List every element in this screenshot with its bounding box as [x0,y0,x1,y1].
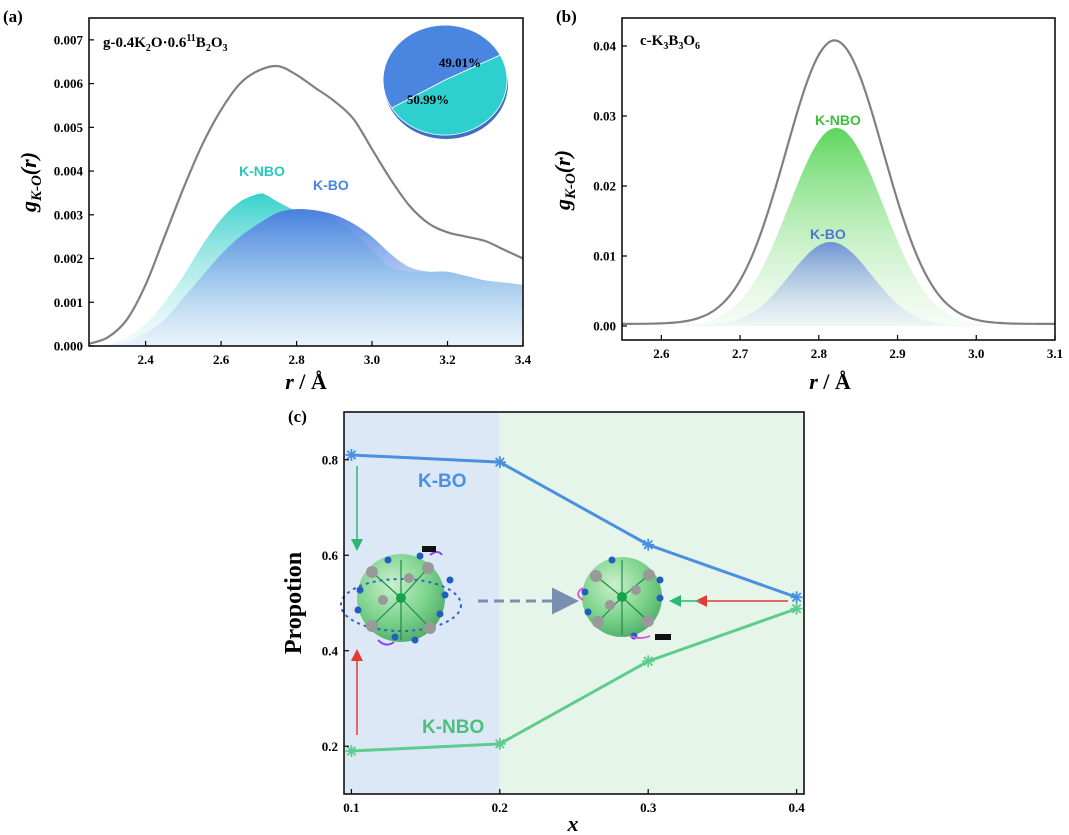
panel-c-label: (c) [288,407,307,426]
cluster-illustration-left [340,546,462,646]
y-tick-label: 0.004 [54,164,84,179]
x-tick-label: 3.2 [439,352,455,367]
panel-b-title: c-K3B3O6 [640,33,700,52]
series-k-nbo-marker [642,655,655,668]
x-tick-label: 2.6 [653,346,670,361]
series-k-bo-marker [345,448,358,461]
panel-b-nbo-label: K-NBO [815,112,861,128]
series-total-line [88,64,524,345]
y-tick-label: 0.4 [322,643,339,658]
panel-a-frame [88,17,524,347]
y-tick-label: 0.6 [322,548,339,563]
y-tick-label: 0.2 [322,739,338,754]
y-tick-label: 0.005 [54,120,84,135]
panel-a-label: (a) [3,7,23,26]
series-k-bo-marker [790,591,803,604]
pie-slice-label: 49.01% [439,55,481,70]
y-tick-label: 0.001 [54,295,83,310]
x-tick-label: 2.8 [811,346,828,361]
x-tick-label: 2.6 [213,352,230,367]
panel-b-xlabel: r / Å [809,369,851,394]
x-tick-label: 3.1 [1047,346,1063,361]
pie-slice [382,24,501,109]
panel-b: (b) 2.6 2.7 2.8 2.9 3.0 3.1 0.00 0.01 0.02 0.03 0.… [550,7,1063,394]
panel-b-label: (b) [556,7,577,26]
y-tick-label: 0.000 [54,339,83,354]
panel-b-frame [621,17,1056,341]
series-k-nbo-marker [790,602,803,615]
x-tick-label: 0.4 [788,800,805,815]
series-k-bo-marker [493,456,506,469]
series-k-nbo-line [351,607,798,753]
y-tick-label: 0.8 [322,452,339,467]
series-total-line [621,39,1055,326]
x-tick-label: 3.4 [515,352,532,367]
panel-a: (a) 2.4 2.6 2.8 3.0 3.2 3.4 0.000 0.001 0.002 0.0… [3,7,532,394]
x-tick-label: 2.7 [732,346,749,361]
panel-c-xlabel: x [567,811,579,835]
panel-c-frame [343,411,805,795]
panel-a-xlabel: r / Å [285,369,327,394]
y-tick-label: 0.01 [593,249,616,264]
panel-c-bo-label: K-BO [418,471,467,492]
x-tick-label: 3.0 [968,346,984,361]
x-tick-label: 0.2 [492,800,508,815]
panel-c: (c) [281,407,805,835]
panel-a-bo-label: K-BO [313,177,349,193]
panel-c-nbo-label: K-NBO [422,717,484,738]
x-tick-label: 2.9 [889,346,906,361]
series-k-bo-line [351,453,798,599]
y-tick-label: 0.00 [593,319,616,334]
x-tick-label: 0.3 [640,800,657,815]
panel-a-title: g-0.4K2O·0.611B2O3 [103,33,227,54]
pie-slice-label: 50.99% [407,92,449,107]
y-tick-label: 0.006 [54,76,84,91]
y-tick-label: 0.007 [54,32,84,47]
series-k-nbo-area [670,127,1002,327]
panel-b-bo-label: K-BO [810,226,846,242]
pie-inset: 49.01% 50.99% [382,24,508,139]
y-tick-label: 0.04 [593,39,616,54]
panel-c-ylabel: Propotion [281,552,307,654]
y-tick-label: 0.002 [54,251,83,266]
cluster-illustration-right [577,556,671,640]
series-k-bo-area [687,242,974,326]
x-tick-label: 2.4 [137,352,154,367]
y-tick-label: 0.03 [593,109,616,124]
y-tick-label: 0.003 [54,207,84,222]
series-k-bo-area [89,209,523,346]
series-k-bo-marker [642,538,655,551]
x-tick-label: 2.8 [288,352,305,367]
x-tick-label: 3.0 [364,352,380,367]
pie-slice [391,54,508,136]
series-k-nbo-marker [493,737,506,750]
panel-a-ylabel: gK-O(r) [16,152,45,213]
panel-a-nbo-label: K-NBO [239,163,285,179]
series-k-nbo-marker [345,745,358,758]
y-tick-label: 0.02 [593,179,616,194]
panel-b-ylabel: gK-O(r) [550,150,579,211]
x-tick-label: 0.1 [343,800,359,815]
